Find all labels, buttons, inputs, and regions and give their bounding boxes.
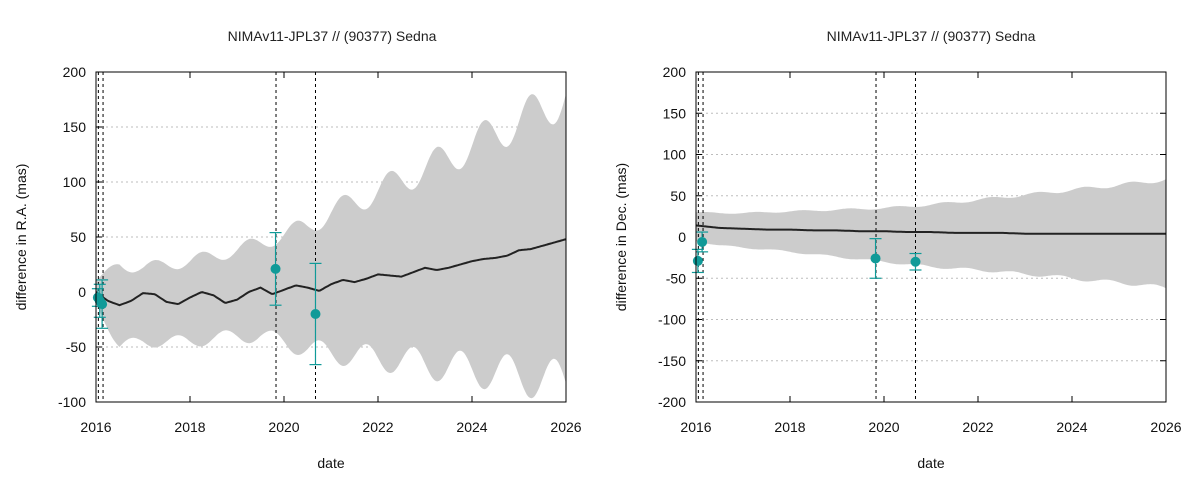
ra-x-tick-label: 2024	[456, 419, 487, 435]
ra-y-tick-labels: -100 -50 0 50 100 150 200	[58, 64, 86, 410]
dec-y-tick-label: 100	[663, 147, 687, 163]
ra-vlines	[97, 72, 316, 402]
ra-observation-point	[270, 263, 281, 274]
dec-observation-point	[697, 236, 708, 247]
ra-y-tick-label: -50	[66, 339, 86, 355]
dec-y-tick-label: -50	[666, 270, 686, 286]
ra-mean-line	[95, 238, 567, 307]
dec-x-tick-label: 2016	[680, 419, 711, 435]
ra-observations	[91, 232, 322, 366]
ra-title: NIMAv11-JPL37 // (90377) Sedna	[228, 28, 437, 44]
dec-y-tick-labels: -200 -150 -100 -50 0 50 100 150 200	[658, 64, 686, 410]
ra-y-tick-label: 100	[63, 174, 87, 190]
dec-y-tick-label: -150	[658, 353, 686, 369]
dec-y-tick-label: 50	[670, 188, 686, 204]
ra-x-tick-labels: 2016 2018 2020 2022 2024 2026	[80, 419, 581, 435]
dec-y-tick-label: 200	[663, 64, 687, 80]
dec-x-tick-label: 2022	[962, 419, 993, 435]
ra-uncertainty-band	[96, 94, 566, 399]
dec-x-tick-label: 2024	[1056, 419, 1087, 435]
ra-x-tick-label: 2022	[362, 419, 393, 435]
dec-observations	[691, 231, 922, 279]
ra-panel: NIMAv11-JPL37 // (90377) Sedna -100 -50 0 5…	[13, 28, 582, 471]
ra-observation-point	[310, 309, 321, 319]
ra-y-tick-label: 150	[63, 119, 87, 135]
dec-observation-point	[870, 253, 881, 264]
dec-mean-line	[695, 224, 1166, 235]
dec-x-tick-label: 2026	[1150, 419, 1181, 435]
ra-y-tick-label: 0	[78, 284, 86, 300]
ra-x-tick-label: 2016	[80, 419, 111, 435]
ra-y-axis-label: difference in R.A. (mas)	[13, 164, 29, 311]
ra-y-tick-label: -100	[58, 394, 86, 410]
ra-plot-frame	[95, 71, 567, 403]
dec-y-tick-label: 150	[663, 105, 687, 121]
dec-observation-point	[692, 255, 703, 266]
dec-y-axis-label: difference in Dec. (mas)	[613, 163, 629, 311]
dec-x-axis-label: date	[917, 455, 944, 471]
dec-x-tick-label: 2018	[774, 419, 805, 435]
dec-y-tick-label: -200	[658, 394, 686, 410]
dec-y-tick-label: 0	[678, 229, 686, 245]
ra-envelope	[96, 94, 566, 399]
dec-panel: NIMAv11-JPL37 // (90377) Sedna -200-150-…	[613, 28, 1182, 471]
ra-observation-point	[97, 299, 108, 310]
dec-plot-frame	[695, 71, 1167, 403]
dec-title: NIMAv11-JPL37 // (90377) Sedna	[827, 28, 1036, 44]
ra-x-tick-label: 2026	[550, 419, 581, 435]
dec-mean-curve	[695, 224, 1166, 235]
dec-envelope	[696, 179, 1166, 289]
dec-x-tick-labels: 2016 2018 2020 2022 2024 2026	[680, 419, 1181, 435]
dec-y-tick-label: -100	[658, 312, 686, 328]
ra-y-tick-label: 50	[70, 229, 86, 245]
dec-vlines	[697, 72, 916, 402]
ra-x-tick-label: 2018	[174, 419, 205, 435]
ra-mean-curve	[95, 238, 567, 307]
dec-observation-point	[910, 256, 921, 267]
ra-x-tick-label: 2020	[268, 419, 299, 435]
ra-y-tick-label: 200	[63, 64, 87, 80]
dec-uncertainty-band	[696, 179, 1166, 289]
ra-x-axis-label: date	[317, 455, 344, 471]
dec-x-tick-label: 2020	[868, 419, 899, 435]
